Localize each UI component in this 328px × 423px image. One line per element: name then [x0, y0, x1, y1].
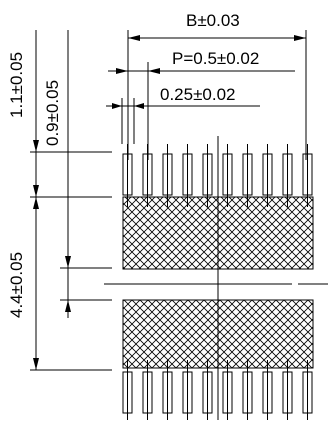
dim-pad-span: 4.4±0.05	[7, 185, 39, 370]
pin-row-bottom	[122, 360, 313, 420]
dim-b-width-label: B±0.03	[186, 11, 240, 30]
dim-pitch-label: P=0.5±0.02	[172, 49, 259, 68]
dim-inner-length-label: 0.9±0.05	[43, 80, 62, 146]
dim-pad-span-label: 4.4±0.05	[7, 252, 26, 318]
dim-outer-length: 1.1±0.05	[7, 30, 39, 370]
pin-row-top	[122, 144, 313, 207]
dim-pitch: P=0.5±0.02	[108, 49, 295, 160]
dim-inner-length: 0.9±0.05	[43, 30, 71, 318]
dim-pin-width-label: 0.25±0.02	[160, 85, 236, 104]
dim-outer-length-label: 1.1±0.05	[7, 52, 26, 118]
dim-pin-width: 0.25±0.02	[106, 85, 260, 144]
dim-b-width: B±0.03	[127, 11, 307, 160]
